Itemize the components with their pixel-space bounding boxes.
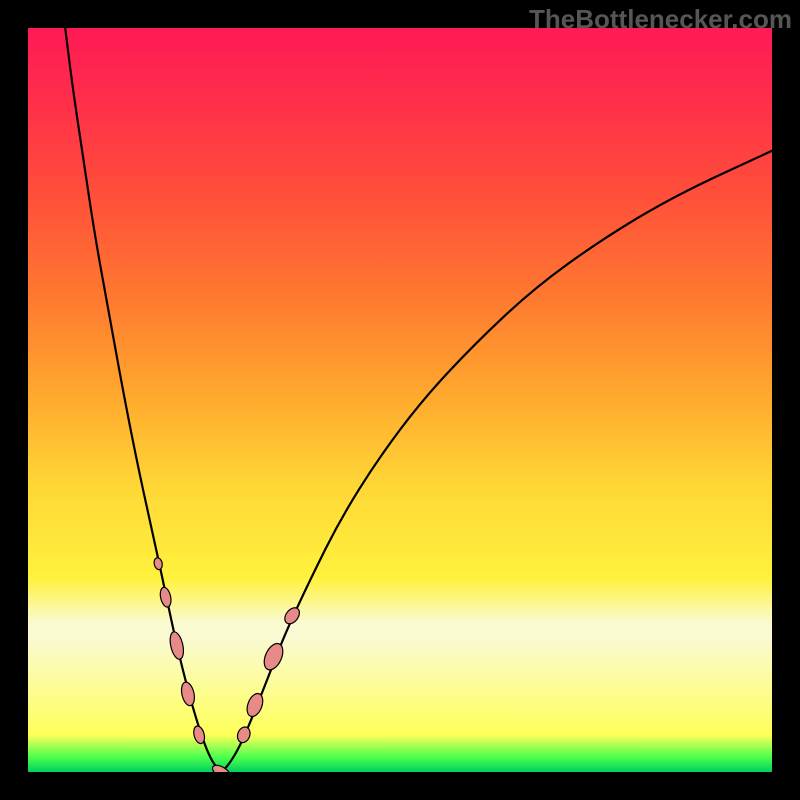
plot-svg (28, 28, 772, 772)
gradient-background (28, 28, 772, 772)
watermark-text: TheBottlenecker.com (529, 4, 792, 35)
canvas-root: TheBottlenecker.com (0, 0, 800, 800)
plot-area (28, 28, 772, 772)
